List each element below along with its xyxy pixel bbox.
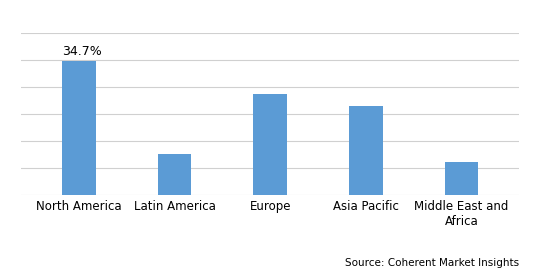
Bar [62, 61, 96, 195]
Bar [445, 162, 478, 195]
Bar [158, 154, 191, 195]
Text: 34.7%: 34.7% [62, 45, 102, 58]
Bar [349, 106, 383, 195]
Bar [254, 95, 287, 195]
Text: Source: Coherent Market Insights: Source: Coherent Market Insights [345, 258, 519, 268]
